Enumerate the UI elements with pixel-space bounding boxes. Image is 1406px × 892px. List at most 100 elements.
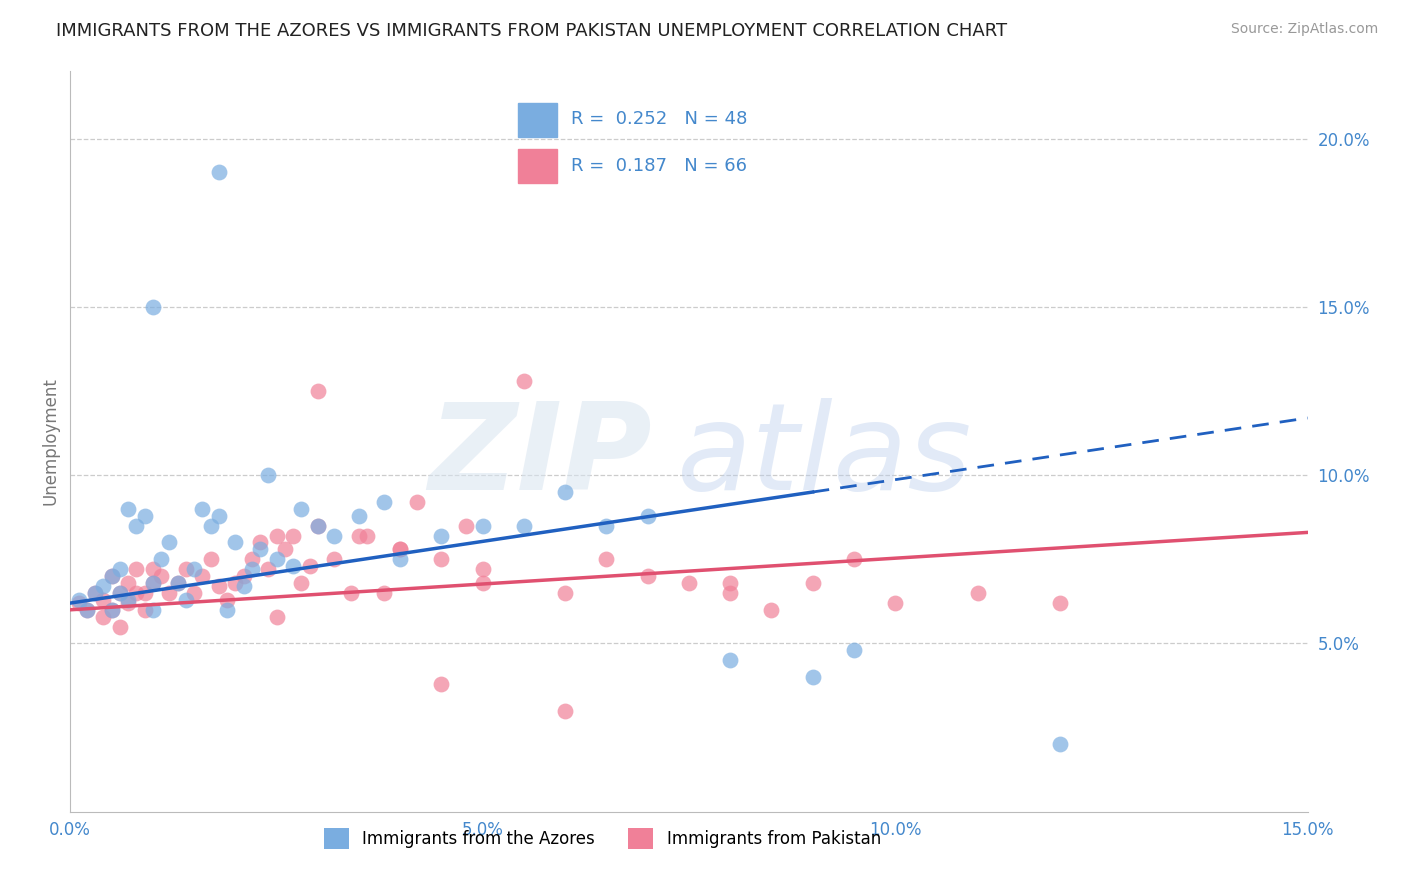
- Point: [100, 569, 122, 583]
- Point: [554, 485, 576, 500]
- Point: [166, 575, 188, 590]
- Point: [67, 596, 90, 610]
- Text: R =  0.252   N = 48: R = 0.252 N = 48: [571, 111, 748, 128]
- Point: [554, 704, 576, 718]
- Point: [157, 586, 180, 600]
- Point: [108, 562, 131, 576]
- Point: [266, 529, 288, 543]
- Point: [801, 575, 824, 590]
- Point: [84, 586, 107, 600]
- Point: [183, 562, 205, 576]
- Point: [117, 575, 139, 590]
- Point: [240, 562, 263, 576]
- Point: [200, 518, 222, 533]
- Point: [389, 542, 412, 557]
- Point: [191, 501, 214, 516]
- Point: [290, 575, 312, 590]
- Point: [356, 529, 378, 543]
- Point: [157, 535, 180, 549]
- Point: [166, 575, 188, 590]
- Point: [298, 559, 321, 574]
- Point: [208, 165, 231, 179]
- Text: Source: ZipAtlas.com: Source: ZipAtlas.com: [1230, 22, 1378, 37]
- Text: ZIP: ZIP: [427, 398, 652, 515]
- Point: [373, 495, 395, 509]
- Point: [257, 468, 280, 483]
- Point: [134, 508, 156, 523]
- Text: R =  0.187   N = 66: R = 0.187 N = 66: [571, 157, 747, 175]
- Point: [513, 518, 536, 533]
- Point: [456, 518, 478, 533]
- Point: [232, 579, 254, 593]
- Point: [208, 579, 231, 593]
- Point: [240, 552, 263, 566]
- Point: [215, 592, 238, 607]
- Point: [718, 586, 741, 600]
- Point: [290, 501, 312, 516]
- Point: [389, 542, 412, 557]
- Point: [100, 603, 122, 617]
- Bar: [517, 103, 557, 137]
- Point: [224, 575, 246, 590]
- Point: [323, 529, 346, 543]
- Point: [637, 508, 659, 523]
- Point: [134, 586, 156, 600]
- Point: [91, 579, 114, 593]
- Point: [108, 619, 131, 633]
- Point: [554, 586, 576, 600]
- Y-axis label: Unemployment: Unemployment: [41, 377, 59, 506]
- Point: [117, 501, 139, 516]
- Point: [637, 569, 659, 583]
- Point: [339, 586, 361, 600]
- Point: [215, 603, 238, 617]
- Point: [76, 603, 98, 617]
- Point: [142, 575, 165, 590]
- Point: [595, 552, 617, 566]
- Point: [142, 603, 165, 617]
- Point: [76, 603, 98, 617]
- Point: [678, 575, 700, 590]
- Point: [595, 518, 617, 533]
- Point: [323, 552, 346, 566]
- Text: atlas: atlas: [676, 398, 972, 515]
- Point: [266, 609, 288, 624]
- Point: [84, 586, 107, 600]
- Point: [91, 609, 114, 624]
- Point: [249, 535, 271, 549]
- Point: [224, 535, 246, 549]
- Point: [307, 518, 329, 533]
- Point: [257, 562, 280, 576]
- Point: [347, 529, 370, 543]
- Point: [842, 643, 865, 657]
- Point: [373, 586, 395, 600]
- Point: [761, 603, 783, 617]
- Point: [471, 575, 494, 590]
- Point: [108, 586, 131, 600]
- Point: [249, 542, 271, 557]
- Point: [1049, 596, 1071, 610]
- Point: [966, 586, 988, 600]
- Point: [884, 596, 907, 610]
- Point: [281, 559, 304, 574]
- Bar: [517, 149, 557, 184]
- Point: [134, 603, 156, 617]
- Point: [430, 677, 453, 691]
- Point: [801, 670, 824, 684]
- Point: [405, 495, 427, 509]
- Point: [125, 562, 148, 576]
- Point: [174, 592, 197, 607]
- Point: [67, 592, 90, 607]
- Point: [183, 586, 205, 600]
- Point: [117, 592, 139, 607]
- Point: [718, 575, 741, 590]
- Point: [307, 518, 329, 533]
- Point: [347, 508, 370, 523]
- Point: [125, 586, 148, 600]
- Point: [208, 508, 231, 523]
- Point: [174, 562, 197, 576]
- Point: [150, 569, 173, 583]
- Text: IMMIGRANTS FROM THE AZORES VS IMMIGRANTS FROM PAKISTAN UNEMPLOYMENT CORRELATION : IMMIGRANTS FROM THE AZORES VS IMMIGRANTS…: [56, 22, 1007, 40]
- Point: [471, 562, 494, 576]
- Point: [91, 592, 114, 607]
- Point: [150, 552, 173, 566]
